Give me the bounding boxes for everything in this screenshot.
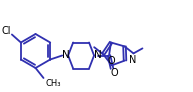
Text: N: N: [129, 55, 136, 66]
Text: O: O: [108, 56, 116, 66]
Text: N: N: [62, 51, 70, 61]
Text: O: O: [110, 69, 118, 78]
Text: Cl: Cl: [1, 25, 11, 36]
Text: N: N: [94, 51, 102, 61]
Text: CH₃: CH₃: [46, 78, 61, 87]
